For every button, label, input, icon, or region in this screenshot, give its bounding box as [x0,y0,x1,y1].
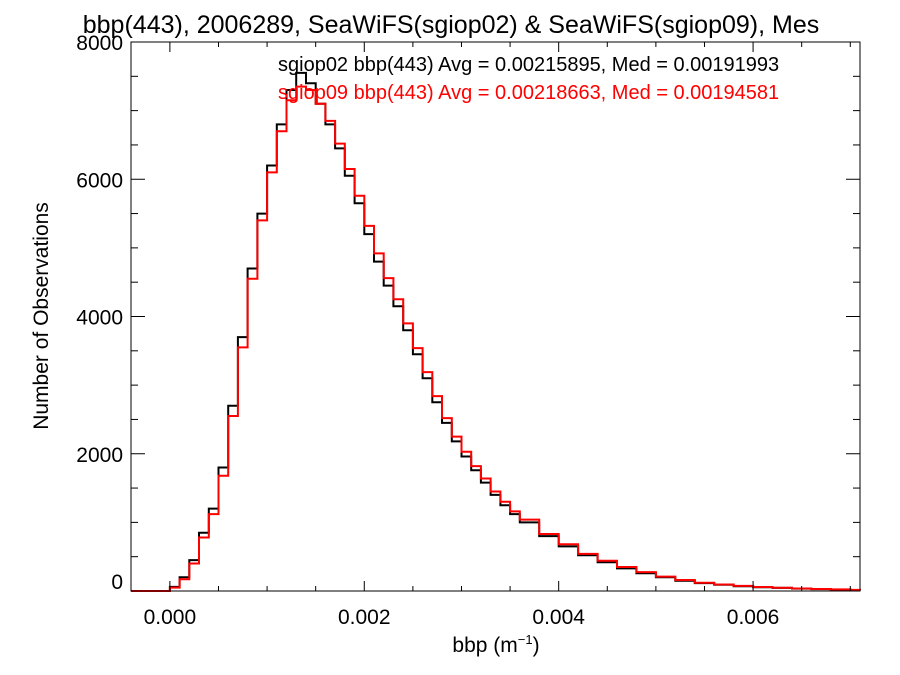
x-tick-label: 0.004 [532,606,585,629]
y-tick-label: 6000 [76,169,123,192]
x-axis-label-superscript: −1 [518,632,533,647]
axis-ticks [131,41,860,592]
axis-tick-labels: 0.000 0.002 0.004 0.006 0 2000 4000 6000 8000 [76,32,779,629]
y-axis-label: Number of Observations [30,202,53,430]
x-axis-label-main: bbp (m [452,634,517,657]
y-tick-label: 2000 [76,444,123,467]
x-tick-label: 0.006 [727,606,780,629]
x-axis-label: bbp (m−1) [452,632,539,657]
x-tick-label: 0.002 [338,606,391,629]
y-tick-label: 8000 [76,32,123,55]
x-tick-label: 0.000 [144,606,197,629]
y-tick-label: 4000 [76,307,123,330]
plot-area: 0.000 0.002 0.004 0.006 0 2000 4000 6000 8000 [76,32,861,629]
series-lines [131,71,861,592]
series-line-sgiop09 [131,85,861,592]
legend-entry-sgiop09: sgiop09 bbp(443) Avg = 0.00218663, Med =… [278,82,779,104]
x-axis-label-close: ) [533,634,540,657]
y-tick-label: 0 [111,571,123,594]
chart-title: bbp(443), 2006289, SeaWiFS(sgiop02) & Se… [83,11,819,39]
legend-entry-sgiop02: sgiop02 bbp(443) Avg = 0.00215895, Med =… [278,54,779,76]
legend: sgiop02 bbp(443) Avg = 0.00215895, Med =… [278,54,779,104]
